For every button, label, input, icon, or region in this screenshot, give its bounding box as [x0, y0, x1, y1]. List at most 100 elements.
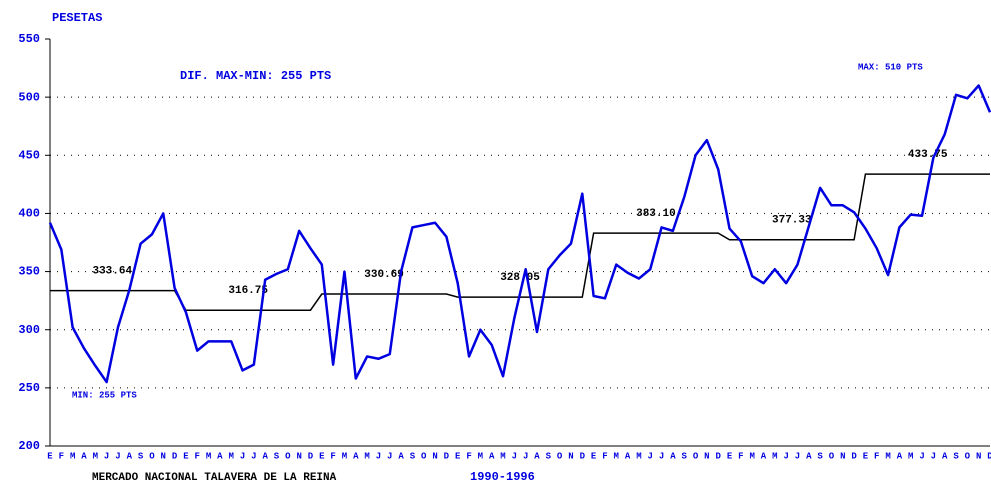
- x-tick-label: F: [195, 451, 200, 461]
- x-tick-label: D: [851, 451, 857, 461]
- y-tick-label: 400: [18, 207, 40, 221]
- x-tick-label: J: [919, 451, 924, 461]
- y-tick-label: 350: [18, 265, 40, 279]
- x-tick-label: S: [410, 451, 416, 461]
- x-tick-label: A: [625, 451, 631, 461]
- x-tick-label: F: [602, 451, 607, 461]
- x-tick-label: O: [965, 451, 971, 461]
- y-tick-label: 450: [18, 148, 40, 162]
- x-tick-label: J: [648, 451, 653, 461]
- x-tick-label: F: [874, 451, 879, 461]
- average-label: 316.75: [228, 285, 268, 297]
- x-tick-label: E: [727, 451, 733, 461]
- x-tick-label: O: [285, 451, 291, 461]
- y-tick-label: 500: [18, 90, 40, 104]
- x-tick-label: M: [500, 451, 505, 461]
- x-tick-label: F: [59, 451, 64, 461]
- x-tick-label: A: [217, 451, 223, 461]
- x-tick-label: M: [885, 451, 890, 461]
- x-tick-label: A: [897, 451, 903, 461]
- x-tick-label: M: [206, 451, 211, 461]
- x-tick-label: D: [308, 451, 314, 461]
- x-tick-label: M: [636, 451, 641, 461]
- annotation: DIF. MAX-MIN: 255 PTS: [180, 69, 331, 83]
- average-label: 333.64: [92, 266, 132, 278]
- x-tick-label: J: [376, 451, 381, 461]
- x-tick-label: E: [863, 451, 869, 461]
- x-tick-label: M: [908, 451, 913, 461]
- x-tick-label: O: [557, 451, 563, 461]
- x-tick-label: D: [172, 451, 178, 461]
- x-tick-label: M: [70, 451, 75, 461]
- x-tick-label: N: [976, 451, 981, 461]
- x-tick-label: M: [364, 451, 369, 461]
- x-tick-label: N: [296, 451, 301, 461]
- average-label: 328.05: [500, 272, 540, 284]
- x-tick-label: S: [682, 451, 688, 461]
- x-tick-label: D: [580, 451, 586, 461]
- x-tick-label: N: [704, 451, 709, 461]
- x-tick-label: M: [749, 451, 754, 461]
- x-tick-label: A: [489, 451, 495, 461]
- x-tick-label: J: [931, 451, 936, 461]
- x-tick-label: O: [149, 451, 155, 461]
- average-label: 330.69: [364, 269, 404, 281]
- x-tick-label: J: [387, 451, 392, 461]
- x-tick-label: A: [670, 451, 676, 461]
- x-tick-label: M: [614, 451, 619, 461]
- x-tick-label: A: [761, 451, 767, 461]
- x-tick-label: E: [183, 451, 189, 461]
- x-tick-label: A: [262, 451, 268, 461]
- x-tick-label: J: [104, 451, 109, 461]
- x-tick-label: J: [783, 451, 788, 461]
- x-tick-label: A: [127, 451, 133, 461]
- x-tick-label: M: [93, 451, 98, 461]
- average-label: 433.75: [908, 149, 948, 161]
- x-tick-label: N: [161, 451, 166, 461]
- x-tick-label: S: [274, 451, 280, 461]
- x-tick-label: S: [953, 451, 959, 461]
- x-tick-label: J: [523, 451, 528, 461]
- y-tick-label: 200: [18, 439, 40, 453]
- x-tick-label: D: [987, 451, 991, 461]
- y-tick-label: 250: [18, 381, 40, 395]
- x-tick-label: F: [466, 451, 471, 461]
- x-tick-label: E: [591, 451, 597, 461]
- x-tick-label: E: [319, 451, 325, 461]
- x-tick-label: S: [817, 451, 823, 461]
- x-tick-label: A: [353, 451, 359, 461]
- x-tick-label: O: [829, 451, 835, 461]
- y-tick-label: 550: [18, 32, 40, 46]
- y-axis-label: PESETAS: [52, 11, 102, 25]
- x-tick-label: S: [546, 451, 552, 461]
- x-tick-label: A: [942, 451, 948, 461]
- x-tick-label: A: [81, 451, 87, 461]
- x-tick-label: N: [568, 451, 573, 461]
- x-tick-label: F: [738, 451, 743, 461]
- average-label: 377.33: [772, 215, 812, 227]
- x-tick-label: O: [421, 451, 427, 461]
- x-tick-label: A: [398, 451, 404, 461]
- x-tick-label: J: [659, 451, 664, 461]
- x-tick-label: N: [840, 451, 845, 461]
- annotation: MAX: 510 PTS: [858, 62, 923, 72]
- x-tick-label: J: [251, 451, 256, 461]
- x-tick-label: J: [795, 451, 800, 461]
- x-tick-label: E: [455, 451, 461, 461]
- period: 1990-1996: [470, 470, 535, 484]
- x-tick-label: N: [432, 451, 437, 461]
- x-tick-label: A: [806, 451, 812, 461]
- average-label: 383.10: [636, 208, 676, 220]
- x-tick-label: M: [478, 451, 483, 461]
- x-tick-label: D: [715, 451, 721, 461]
- annotation: MIN: 255 PTS: [72, 390, 137, 400]
- y-tick-label: 300: [18, 323, 40, 337]
- x-tick-label: O: [693, 451, 699, 461]
- x-tick-label: F: [330, 451, 335, 461]
- x-tick-label: E: [47, 451, 53, 461]
- x-tick-label: A: [534, 451, 540, 461]
- x-tick-label: M: [342, 451, 347, 461]
- x-tick-label: M: [229, 451, 234, 461]
- x-tick-label: J: [240, 451, 245, 461]
